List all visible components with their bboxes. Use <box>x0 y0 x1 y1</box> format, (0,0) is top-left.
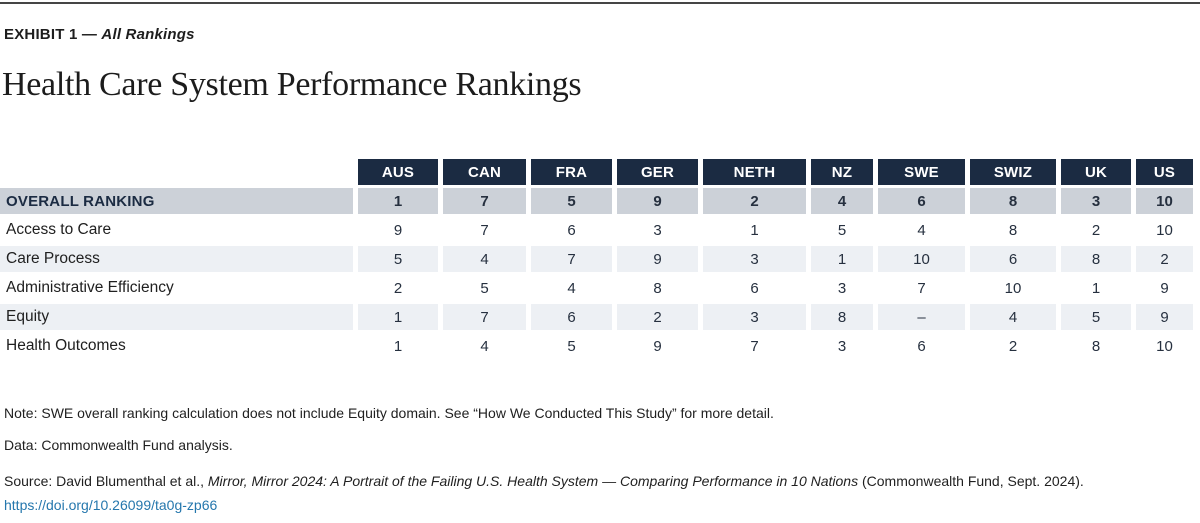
source-suffix: (Commonwealth Fund, Sept. 2024). <box>858 473 1084 489</box>
rank-cell: 9 <box>653 337 662 355</box>
source-title: Mirror, Mirror 2024: A Portrait of the F… <box>207 473 859 489</box>
rank-cell: 4 <box>567 279 576 297</box>
exhibit-label-prefix: EXHIBIT 1 — <box>4 26 102 43</box>
column-header-can: CAN <box>443 159 526 185</box>
table-corner-spacer <box>0 159 353 185</box>
row-label-overall-ranking: OVERALL RANKING <box>0 188 353 214</box>
rank-cell: 10 <box>1156 337 1173 355</box>
rank-cell: 5 <box>567 337 576 355</box>
rank-cell: 5 <box>837 221 847 239</box>
rank-cell: 3 <box>837 279 847 297</box>
rank-cell: 4 <box>917 221 926 239</box>
rank-cell: 2 <box>1008 337 1018 355</box>
rankings-table: AUS CAN FRA GER NETH NZ SWE SWIZ UK US O… <box>0 159 1193 359</box>
row-label-access-to-care: Access to Care <box>6 221 112 238</box>
row-label-care-process: Care Process <box>0 246 353 272</box>
rank-cell: 4 <box>970 304 1056 330</box>
rank-cell: 3 <box>703 246 806 272</box>
column-header-swiz: SWIZ <box>970 159 1056 185</box>
rank-cell: 1 <box>1091 279 1101 297</box>
note-text: Note: SWE overall ranking calculation do… <box>4 405 774 421</box>
rank-cell: 2 <box>703 188 806 214</box>
rank-cell: 9 <box>1160 279 1169 297</box>
rank-cell: 6 <box>567 221 576 239</box>
rank-cell: 3 <box>1061 188 1131 214</box>
rank-cell: 6 <box>917 337 926 355</box>
rank-cell: 1 <box>358 188 438 214</box>
rank-cell: 9 <box>393 221 403 239</box>
rank-cell: 1 <box>811 246 873 272</box>
rank-cell: 6 <box>878 188 965 214</box>
rank-cell: 9 <box>617 188 698 214</box>
rank-cell: 5 <box>358 246 438 272</box>
rank-cell: 2 <box>1091 221 1101 239</box>
rank-cell: 6 <box>531 304 612 330</box>
rank-cell-no-data: – <box>878 304 965 330</box>
rank-cell: 9 <box>1136 304 1193 330</box>
column-header-nz: NZ <box>811 159 873 185</box>
row-label-health-outcomes: Health Outcomes <box>6 337 126 354</box>
rank-cell: 6 <box>750 279 759 297</box>
column-header-us: US <box>1136 159 1193 185</box>
rank-cell: 2 <box>393 279 403 297</box>
rank-cell: 8 <box>1091 337 1101 355</box>
rank-cell: 3 <box>653 221 662 239</box>
rank-cell: 3 <box>703 304 806 330</box>
column-header-neth: NETH <box>703 159 806 185</box>
column-header-uk: UK <box>1061 159 1131 185</box>
rank-cell: 7 <box>443 188 526 214</box>
row-label-administrative-efficiency: Administrative Efficiency <box>6 279 174 296</box>
rank-cell: 8 <box>653 279 662 297</box>
rank-cell: 10 <box>878 246 965 272</box>
source-block: Source: David Blumenthal et al., Mirror,… <box>4 469 1084 517</box>
column-header-swe: SWE <box>878 159 965 185</box>
rank-cell: 9 <box>617 246 698 272</box>
rank-cell: 5 <box>1061 304 1131 330</box>
rank-cell: 5 <box>480 279 489 297</box>
rank-cell: 7 <box>443 304 526 330</box>
column-header-aus: AUS <box>358 159 438 185</box>
column-header-fra: FRA <box>531 159 612 185</box>
rank-cell: 10 <box>1004 279 1022 297</box>
doi-link[interactable]: https://doi.org/10.26099/ta0g-zp66 <box>4 497 218 513</box>
rank-cell: 7 <box>750 337 759 355</box>
rank-cell: 8 <box>970 188 1056 214</box>
rank-cell: 3 <box>837 337 847 355</box>
rank-cell: 7 <box>917 279 926 297</box>
rank-cell: 7 <box>480 221 489 239</box>
column-header-ger: GER <box>617 159 698 185</box>
data-credit-text: Data: Commonwealth Fund analysis. <box>4 437 233 453</box>
rank-cell: 1 <box>750 221 759 239</box>
rank-cell: 1 <box>358 304 438 330</box>
rank-cell: 10 <box>1156 221 1173 239</box>
rank-cell: 4 <box>443 246 526 272</box>
rank-cell: 5 <box>531 188 612 214</box>
top-rule <box>0 2 1200 4</box>
row-label-equity: Equity <box>0 304 353 330</box>
page-title: Health Care System Performance Rankings <box>2 66 582 103</box>
source-prefix: Source: David Blumenthal et al., <box>4 473 208 489</box>
rank-cell: 4 <box>480 337 489 355</box>
exhibit-label: EXHIBIT 1 — All Rankings <box>4 26 195 43</box>
rank-cell: 4 <box>811 188 873 214</box>
rank-cell: 8 <box>1008 221 1018 239</box>
rank-cell: 7 <box>531 246 612 272</box>
rank-cell: 6 <box>970 246 1056 272</box>
rank-cell: 8 <box>811 304 873 330</box>
rank-cell: 2 <box>617 304 698 330</box>
exhibit-label-sub: All Rankings <box>101 26 195 43</box>
rank-cell: 10 <box>1136 188 1193 214</box>
rank-cell: 1 <box>393 337 403 355</box>
rank-cell: 8 <box>1061 246 1131 272</box>
rank-cell: 2 <box>1136 246 1193 272</box>
